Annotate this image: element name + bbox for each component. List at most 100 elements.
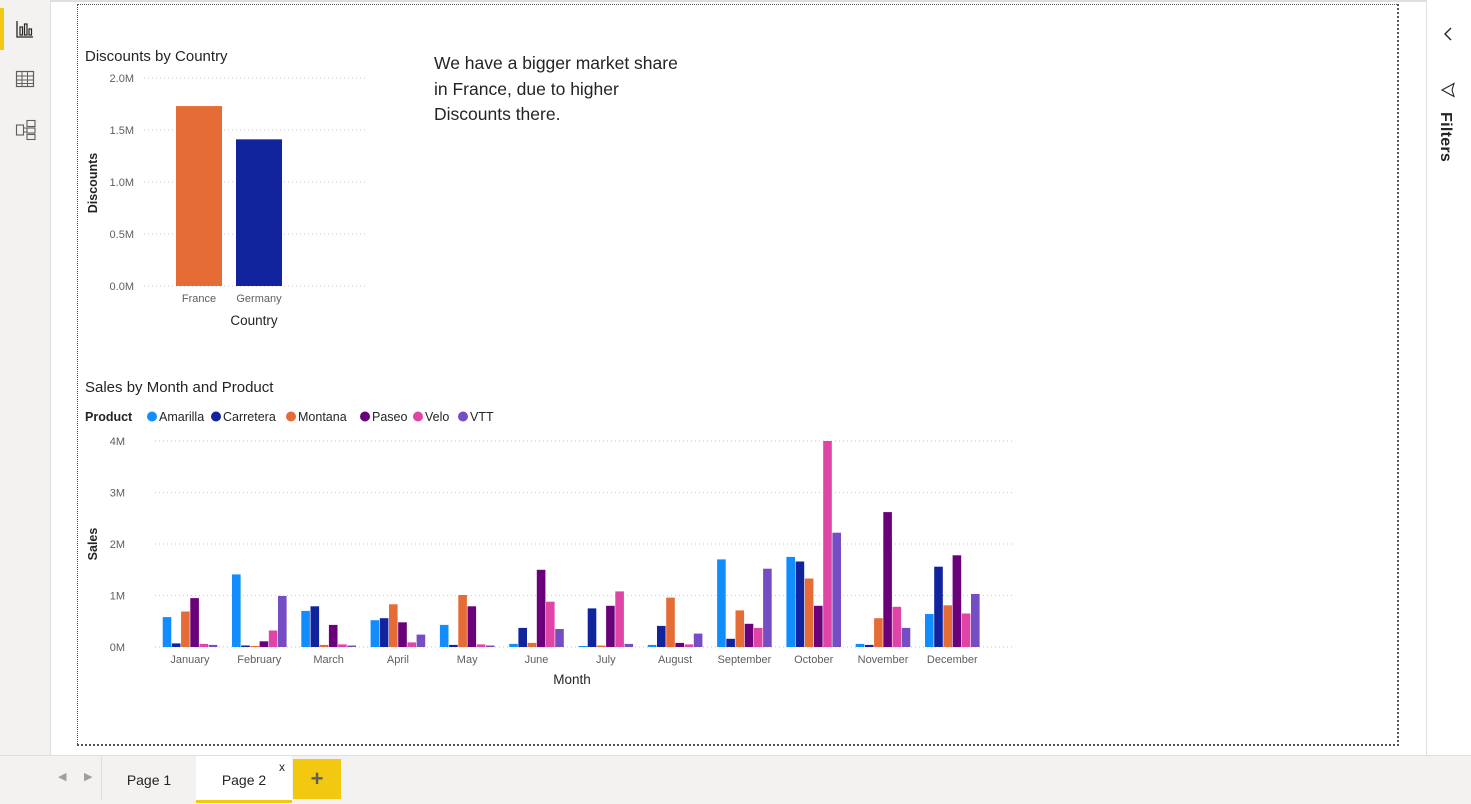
x-tick-label: January [170, 654, 210, 666]
bar-carretera-may [449, 644, 458, 647]
funnel-icon [1440, 82, 1455, 98]
legend-marker [360, 411, 370, 422]
bar-montana-january [181, 611, 190, 647]
table-icon [15, 70, 35, 88]
x-tick-label: September [717, 654, 771, 666]
bar-amarilla-september [717, 559, 726, 647]
bar-france [176, 106, 222, 286]
legend-item: Montana [298, 410, 347, 424]
report-view-button[interactable] [0, 4, 50, 54]
sales-by-month-product-chart[interactable]: Sales by Month and Product Product Amaril… [80, 372, 1020, 702]
bar-carretera-april [379, 618, 389, 647]
bar-carretera-march [310, 606, 320, 647]
x-tick-label: France [182, 293, 216, 305]
legend-marker [147, 411, 157, 422]
bar-velo-november [892, 606, 902, 647]
bar-amarilla-january [162, 617, 172, 647]
bar-amarilla-march [301, 610, 310, 647]
bar-amarilla-may [439, 624, 449, 647]
bar-montana-march [319, 644, 329, 647]
chart-title: Discounts by Country [85, 48, 228, 65]
bar-carretera-december [934, 566, 943, 647]
bar-paseo-october [814, 605, 823, 647]
bar-vtt-december [971, 594, 980, 647]
bar-vtt-august [693, 633, 703, 647]
discounts-by-country-chart[interactable]: Discounts by Country 0.0M 0.5M 1.0M 1.5M 2.0… [80, 40, 380, 340]
textbox-line: We have a bigger market share [434, 53, 678, 73]
y-tick-label: 4M [110, 436, 125, 448]
bar-velo-june [546, 601, 555, 647]
tab-page-1[interactable]: Page 1 [101, 756, 197, 800]
bar-paseo-march [328, 624, 338, 647]
y-tick-label: 0.5M [110, 229, 134, 241]
add-page-button[interactable]: + [293, 759, 341, 799]
textbox-line: Discounts there. [434, 104, 561, 124]
bar-velo-may [476, 644, 486, 647]
x-tick-label: June [525, 654, 549, 666]
x-tick-label: March [313, 654, 344, 666]
bar-carretera-july [587, 608, 597, 647]
bar-paseo-december [952, 555, 962, 647]
bar-carretera-august [657, 625, 666, 647]
y-tick-label: 0.0M [110, 281, 134, 293]
filters-pane[interactable] [1426, 0, 1471, 755]
y-tick-label: 1.0M [110, 177, 134, 189]
legend-item: Velo [425, 410, 449, 424]
bar-paseo-february [259, 641, 269, 647]
model-view-button[interactable] [0, 104, 50, 154]
bar-velo-august [684, 644, 694, 647]
legend-marker [413, 411, 423, 422]
bar-paseo-june [536, 569, 546, 648]
bar-vtt-september [763, 568, 772, 647]
legend-item: Amarilla [159, 410, 204, 424]
page-tabs-bar: ◀ ▶ Page 1 Page 2 x + [0, 755, 1471, 804]
bar-carretera-january [171, 643, 181, 647]
chevron-left-icon[interactable] [1442, 26, 1454, 42]
filters-pane-label[interactable]: Filters [1437, 112, 1454, 163]
scroll-right-icon[interactable]: ▶ [84, 771, 93, 783]
bar-carretera-october [795, 561, 805, 647]
bar-amarilla-july [578, 646, 588, 647]
bar-vtt-february [278, 596, 287, 647]
bar-paseo-july [606, 605, 615, 647]
close-tab-icon[interactable]: x [279, 760, 285, 774]
bar-velo-april [407, 642, 416, 647]
bar-vtt-march [347, 645, 356, 647]
bar-montana-april [389, 604, 398, 647]
y-axis-label: Sales [86, 528, 100, 561]
bar-montana-july [596, 645, 606, 647]
scroll-left-icon[interactable]: ◀ [58, 771, 67, 783]
annotation-textbox[interactable]: We have a bigger market share in France,… [434, 51, 724, 128]
bar-germany [236, 139, 282, 286]
view-switcher-rail [0, 0, 51, 755]
bar-montana-october [804, 578, 814, 647]
x-tick-label: April [387, 654, 409, 666]
bar-velo-march [338, 644, 347, 647]
data-view-button[interactable] [0, 54, 50, 104]
x-tick-label: February [237, 654, 282, 666]
bar-vtt-june [555, 629, 564, 647]
bar-velo-september [753, 627, 763, 647]
legend-marker [211, 411, 221, 422]
x-tick-label: August [658, 654, 692, 666]
bar-montana-may [458, 595, 467, 647]
bar-carretera-september [726, 638, 735, 647]
bar-velo-july [615, 591, 624, 647]
bar-amarilla-october [786, 556, 795, 647]
tab-page-2[interactable]: Page 2 [196, 756, 292, 803]
y-tick-label: 1.5M [110, 125, 134, 137]
bar-vtt-october [832, 532, 841, 647]
legend-item: Paseo [372, 410, 407, 424]
bar-chart-icon [16, 21, 33, 38]
y-tick-label: 2.0M [110, 73, 134, 85]
bar-montana-august [666, 597, 675, 647]
bar-montana-february [250, 646, 259, 647]
bar-vtt-may [485, 645, 495, 647]
bar-velo-february [268, 630, 278, 647]
x-axis-label: Country [230, 313, 278, 328]
legend-item: VTT [470, 410, 494, 424]
bar-amarilla-april [370, 620, 380, 647]
bar-montana-november [874, 618, 883, 647]
bar-carretera-february [241, 645, 250, 647]
bar-montana-december [943, 605, 952, 647]
